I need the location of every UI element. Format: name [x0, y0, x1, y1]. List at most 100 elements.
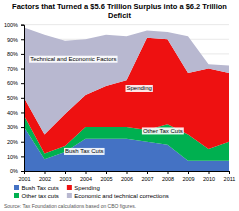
x-tick-label: 2002: [39, 176, 51, 182]
x-tick: 2003: [59, 171, 71, 182]
y-tick-mark: [21, 171, 24, 172]
x-tick: 2005: [100, 171, 112, 182]
legend-label: Other tax cuts: [22, 193, 59, 199]
annotation: Other Tax Cuts: [143, 128, 183, 134]
annotation: Bush Tax Cuts: [65, 148, 104, 154]
x-tick-label: 2010: [203, 176, 215, 182]
y-tick: 70%: [7, 66, 24, 72]
source: Source: Tax Foundation calculations base…: [4, 203, 136, 209]
y-tick-label: 30%: [7, 124, 18, 130]
annotation-box: [29, 56, 117, 63]
plot: 2001 2002 2003 2004 2005 2006 2007 2008 2009 2010…: [4, 22, 235, 182]
x-tick-mark: [188, 171, 189, 174]
legend-item: Economic and technical corrections: [67, 193, 169, 199]
y-tick-mark: [21, 25, 24, 26]
grid: [24, 25, 229, 171]
x-tick: 2008: [162, 171, 174, 182]
y-tick-mark: [21, 54, 24, 55]
y-tick-label: 90%: [7, 37, 18, 43]
x-tick: 2006: [121, 171, 133, 182]
legend-label: Spending: [74, 185, 99, 191]
y-tick-label: 80%: [7, 51, 18, 57]
x-tick: 2002: [39, 171, 51, 182]
annotation-group: Spending: [126, 85, 153, 92]
y-tick: 80%: [7, 51, 24, 57]
title-line: Deficit: [108, 11, 131, 20]
x-tick: 2011: [224, 171, 236, 182]
y-tick-label: 60%: [7, 80, 18, 86]
legend-item: Other tax cuts: [14, 193, 59, 199]
y-tick: 40%: [7, 110, 24, 116]
annotation-box: [64, 148, 105, 155]
y-tick: 100%: [4, 22, 24, 28]
y-tick-label: 70%: [7, 66, 18, 72]
x-tick: 2010: [203, 171, 215, 182]
annotation: Technical and Economic Factors: [30, 56, 116, 62]
y-tick-label: 40%: [7, 110, 18, 116]
legend: Bush Tax cuts Other tax cuts Spending Econo…: [14, 185, 169, 199]
annotations: Technical and Economic Factors Spending Ot…: [29, 56, 184, 155]
y-tick: 90%: [7, 37, 24, 43]
y-tick-label: 100%: [4, 22, 18, 28]
annotation-box: [142, 127, 184, 134]
x-tick-label: 2007: [141, 176, 153, 182]
x-tick-mark: [86, 171, 87, 174]
x-tick-label: 2004: [80, 176, 92, 182]
y-tick-label: 50%: [7, 95, 18, 101]
y-tick: 60%: [7, 80, 24, 86]
x-tick-label: 2011: [224, 176, 236, 182]
y-tick: 20%: [7, 139, 24, 145]
x-tick-label: 2005: [100, 176, 112, 182]
y-axis-line: [21, 25, 25, 171]
y-tick: 10%: [7, 154, 24, 160]
legend-item: Bush Tax cuts: [14, 185, 59, 191]
y-axis: 0% 10% 20% 30% 40% 50% 60% 70% 80% 90% 100%: [4, 22, 25, 174]
y-tick-label: 0%: [10, 168, 18, 174]
y-tick-label: 10%: [7, 154, 18, 160]
x-tick: 2009: [182, 171, 194, 182]
x-tick-label: 2001: [18, 176, 30, 182]
x-axis: 2001 2002 2003 2004 2005 2006 2007 2008 2009 2010…: [18, 171, 235, 182]
y-tick: 0%: [10, 168, 24, 174]
marks: [24, 28, 229, 171]
x-tick: 2004: [80, 171, 92, 182]
y-tick-mark: [21, 98, 24, 99]
legend-label: Economic and technical corrections: [74, 193, 168, 199]
chart-container: Factors that Turned a $5.6 Trillion Surp…: [0, 0, 239, 211]
y-tick-mark: [21, 127, 24, 128]
annotation-group: Bush Tax Cuts: [64, 148, 105, 155]
x-tick-mark: [65, 171, 66, 174]
x-tick-mark: [229, 171, 230, 174]
y-tick-mark: [21, 83, 24, 84]
x-tick-label: 2003: [59, 176, 71, 182]
y-tick-mark: [21, 69, 24, 70]
annotation-group: Other Tax Cuts: [142, 127, 184, 134]
x-axis-line: [25, 172, 230, 175]
y-tick-mark: [21, 39, 24, 40]
legend-swatch: [14, 185, 19, 190]
area: [24, 28, 229, 135]
x-tick-mark: [45, 171, 46, 174]
y-tick-mark: [21, 156, 24, 157]
legend-label: Bush Tax cuts: [22, 185, 59, 191]
y-tick: 30%: [7, 124, 24, 130]
x-tick-mark: [209, 171, 210, 174]
legend-swatch: [67, 185, 72, 190]
y-tick: 50%: [7, 95, 24, 101]
y-tick-mark: [21, 142, 24, 143]
annotation-group: Technical and Economic Factors: [29, 56, 117, 63]
annotation: Spending: [127, 85, 152, 91]
x-tick-label: 2006: [121, 176, 133, 182]
y-tick-label: 20%: [7, 139, 18, 145]
legend-swatch: [67, 193, 72, 198]
chart-svg: Factors that Turned a $5.6 Trillion Surp…: [0, 0, 239, 211]
legend-swatch: [14, 193, 19, 198]
title: Factors that Turned a $5.6 Trillion Surp…: [12, 2, 227, 20]
x-tick: 2007: [141, 171, 153, 182]
x-tick-label: 2008: [162, 176, 174, 182]
x-tick-mark: [168, 171, 169, 174]
x-tick-mark: [147, 171, 148, 174]
x-tick-mark: [127, 171, 128, 174]
legend-item: Spending: [67, 185, 100, 191]
y-tick-mark: [21, 112, 24, 113]
